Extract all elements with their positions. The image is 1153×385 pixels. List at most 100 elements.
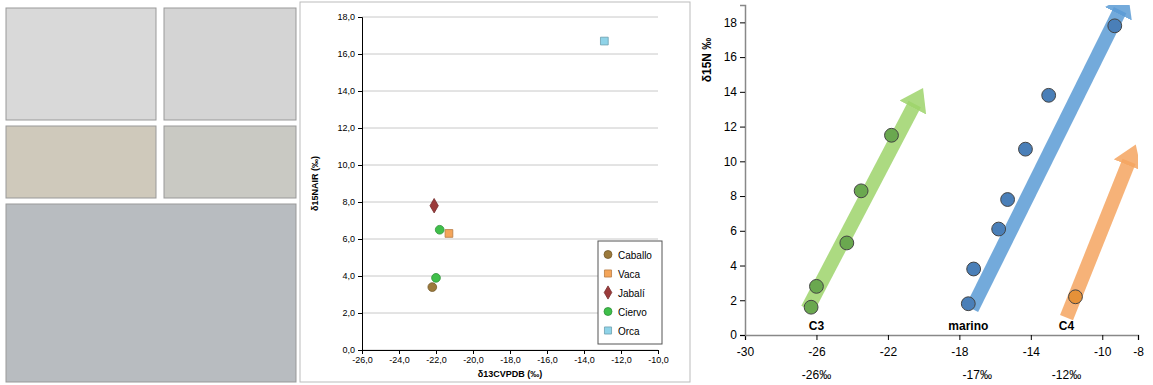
tick-label: -14,0 — [574, 355, 595, 365]
legend-label: Vaca — [618, 269, 640, 280]
point — [432, 273, 441, 282]
tick-mark — [740, 266, 745, 267]
legend-symbol — [604, 251, 612, 259]
tick-mark — [740, 22, 745, 23]
tick-label: 4,0 — [342, 271, 355, 281]
photo — [6, 204, 296, 382]
tick-mark — [358, 350, 362, 351]
trend-arrow — [972, 10, 1120, 309]
x-axis: -26,0 -24,0 -22,0 -20,0 -18,0 -16,0 -14,0 -12,0… — [352, 350, 669, 365]
tick-mark — [1031, 335, 1032, 340]
tick-label: 12,0 — [337, 123, 355, 133]
tick-label: -8 — [1133, 345, 1144, 359]
photo — [164, 126, 296, 198]
tick-label: -10,0 — [648, 355, 669, 365]
tick-label: -22,0 — [426, 355, 447, 365]
tick: -14,0 — [574, 350, 595, 365]
organism-point — [810, 279, 824, 293]
figure: -26,0 -24,0 -22,0 -20,0 -18,0 -16,0 -14,0 -12,0… — [0, 0, 1153, 385]
tick: -30 — [737, 335, 755, 359]
tick: 0 — [730, 328, 745, 342]
tick-mark — [816, 335, 817, 340]
tick-mark — [740, 300, 745, 301]
tick-label: 14,0 — [337, 86, 355, 96]
tick-mark — [584, 350, 585, 354]
grid-line — [362, 202, 658, 203]
axis-line — [363, 351, 659, 355]
tick-label: 18,0 — [337, 12, 355, 22]
point — [445, 230, 453, 238]
axis-line — [358, 18, 363, 351]
tick-label: 4 — [730, 259, 737, 273]
tick-mark — [888, 335, 889, 340]
legend-symbol — [604, 308, 612, 316]
tick-mark — [436, 350, 437, 354]
tick: -20,0 — [463, 350, 484, 365]
tick: -12,0 — [611, 350, 632, 365]
chart-frame — [300, 2, 690, 382]
photos — [6, 8, 296, 382]
region-label: C4 — [1059, 319, 1075, 333]
tick-label: -26,0 — [352, 355, 373, 365]
organism-point — [967, 262, 981, 276]
tick-mark — [358, 239, 362, 240]
tick-label: 14 — [724, 85, 738, 99]
legend-symbol — [604, 327, 611, 334]
tick: 12,0 — [337, 123, 362, 133]
tick-label: 6,0 — [342, 234, 355, 244]
tick-label: 8 — [730, 189, 737, 203]
tick: 18,0 — [337, 12, 362, 22]
trend-arrow — [808, 104, 915, 309]
x-axis: -30-26-22-18-14-10-8 — [737, 335, 1144, 359]
tick: 14 — [724, 85, 745, 99]
tick: 6 — [730, 224, 745, 238]
tick-label: -24,0 — [389, 355, 410, 365]
tick: -10,0 — [648, 350, 669, 365]
organism-point — [840, 236, 854, 250]
marks — [804, 10, 1129, 317]
tick-label: -26 — [808, 345, 826, 359]
tick: 2,0 — [342, 308, 362, 318]
reference-label: -17‰ — [963, 368, 992, 382]
trend-arrow — [1067, 161, 1130, 317]
y-axis-title: δ15NAIR (‰) — [310, 156, 320, 211]
tick: 4 — [730, 259, 745, 273]
tick: 0,0 — [342, 345, 362, 355]
tick: -18,0 — [500, 350, 521, 365]
tick-mark — [1102, 335, 1103, 340]
axis-line — [740, 6, 746, 336]
organism-point — [1042, 88, 1056, 102]
tick: 14,0 — [337, 86, 362, 96]
tick-label: 6 — [730, 224, 737, 238]
tick: -24,0 — [389, 350, 410, 365]
marks — [428, 37, 608, 291]
legend-box — [598, 241, 662, 344]
tick-mark — [740, 161, 745, 162]
tick-mark — [510, 350, 511, 354]
tick-label: -30 — [737, 345, 755, 359]
tick-mark — [621, 350, 622, 354]
tick-label: 18 — [724, 16, 738, 30]
region-label: C3 — [809, 319, 825, 333]
tick-label: -20,0 — [463, 355, 484, 365]
point — [435, 225, 444, 234]
tick-label: -16,0 — [537, 355, 558, 365]
tick-mark — [547, 350, 548, 354]
tick-label: -22 — [880, 345, 898, 359]
tick: 12 — [724, 120, 745, 134]
tick-mark — [740, 92, 745, 93]
tick-label: -12,0 — [611, 355, 632, 365]
tick-mark — [1138, 335, 1139, 340]
tick-label: 2 — [730, 294, 737, 308]
legend-label: Ciervo — [618, 307, 647, 318]
legend-label: Jabalí — [618, 288, 645, 299]
tick: 2 — [730, 294, 745, 308]
tick-label: 0,0 — [342, 345, 355, 355]
region-label: marino — [948, 319, 988, 333]
tick-mark — [358, 276, 362, 277]
tick-mark — [740, 335, 745, 336]
tick-label: -14 — [1023, 345, 1041, 359]
organism-point — [1019, 142, 1033, 156]
tick: -26,0 — [352, 350, 373, 365]
organism-point — [1069, 290, 1083, 304]
